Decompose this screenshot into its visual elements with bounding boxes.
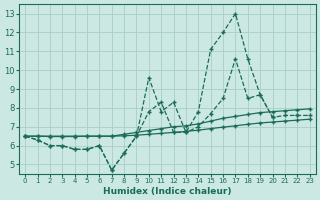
X-axis label: Humidex (Indice chaleur): Humidex (Indice chaleur): [103, 187, 232, 196]
